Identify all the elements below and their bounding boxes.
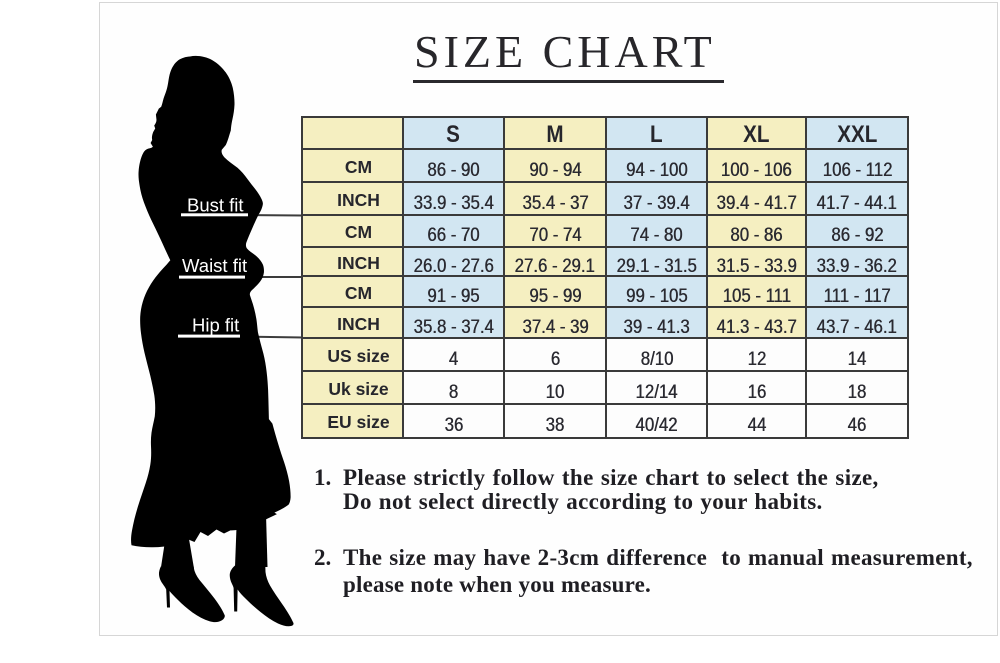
svg-text:Waist fit: Waist fit <box>182 255 247 276</box>
svg-text:Hip fit: Hip fit <box>192 314 239 335</box>
svg-text:Bust fit: Bust fit <box>187 195 244 216</box>
